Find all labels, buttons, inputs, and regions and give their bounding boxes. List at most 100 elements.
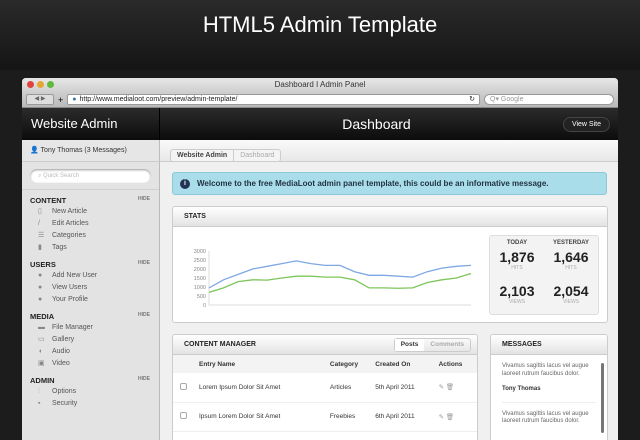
edit-icon[interactable]: ✎ bbox=[438, 384, 445, 392]
sidebar: ⌕ Quick Search CONTENT HIDE ▯ New Article / E… bbox=[22, 162, 160, 440]
search-placeholder: Quick Search bbox=[43, 173, 80, 179]
hide-button[interactable]: HIDE bbox=[138, 376, 150, 382]
sidebar-item[interactable]: ▣ Video bbox=[22, 358, 159, 370]
site-title[interactable]: Website Admin bbox=[22, 108, 160, 140]
breadcrumb-item[interactable]: Website Admin bbox=[171, 150, 235, 161]
users-icon: ● bbox=[38, 284, 43, 291]
entry-name[interactable]: Ipsum Lorem Dolor Sit Amet bbox=[199, 402, 330, 432]
browser-window: Dashboard I Admin Panel ◀ ▶ + ● http://ww… bbox=[22, 78, 618, 440]
col-entry-name[interactable]: Entry Name bbox=[199, 355, 330, 373]
stats-title: STATS bbox=[173, 207, 607, 227]
hits-label: HITS bbox=[565, 265, 577, 271]
url-bar[interactable]: ● http://www.medialoot.com/preview/admin-… bbox=[67, 94, 480, 105]
content-manager-title: CONTENT MANAGER bbox=[184, 341, 256, 348]
sliders-icon: ⫶ bbox=[38, 388, 40, 395]
sidebar-item-label: Gallery bbox=[52, 336, 75, 343]
sidebar-item[interactable]: ▮ Tags bbox=[22, 242, 159, 254]
sidebar-item-label: Security bbox=[52, 400, 78, 407]
hide-button[interactable]: HIDE bbox=[138, 260, 150, 266]
sidebar-item[interactable]: ● Add New User bbox=[22, 270, 159, 282]
sidebar-item-label: Options bbox=[52, 388, 77, 395]
edit-icon[interactable]: ✎ bbox=[438, 413, 445, 421]
table-row bbox=[173, 431, 477, 440]
back-forward-button[interactable]: ◀ ▶ bbox=[26, 94, 54, 105]
sidebar-item[interactable]: ⫶ Options bbox=[22, 386, 159, 398]
views-label: VIEWS bbox=[562, 299, 580, 305]
sidebar-item[interactable]: ▪ Security bbox=[22, 398, 159, 410]
entry-category: Articles bbox=[329, 373, 376, 403]
page-heading: Dashboard bbox=[342, 116, 411, 132]
sidebar-item[interactable]: ▭ Gallery bbox=[22, 334, 159, 346]
y-tick-label: 1000 bbox=[194, 285, 206, 291]
col-created-on[interactable]: Created On bbox=[375, 355, 439, 373]
breadcrumb-item[interactable]: Dashboard bbox=[240, 152, 275, 159]
folder-icon: ▬ bbox=[38, 324, 45, 331]
col-category[interactable]: Category bbox=[329, 355, 376, 373]
browser-title: Dashboard I Admin Panel bbox=[274, 80, 366, 89]
trash-icon[interactable]: 🗑 bbox=[445, 384, 455, 392]
sidebar-item-label: File Manager bbox=[52, 324, 93, 331]
y-tick-label: 2500 bbox=[194, 258, 206, 264]
sidebar-section: USERS HIDE bbox=[22, 260, 159, 270]
add-bookmark-icon[interactable]: + bbox=[58, 94, 64, 105]
sidebar-item-label: New Article bbox=[52, 208, 88, 215]
entry-name[interactable]: Lorem Ipsum Dolor Sit Amet bbox=[199, 373, 330, 403]
y-tick-label: 1500 bbox=[194, 276, 206, 282]
row-checkbox[interactable] bbox=[180, 382, 187, 390]
info-icon: i bbox=[180, 179, 190, 189]
entry-category: Freebies bbox=[329, 402, 376, 432]
entry-date: 6th April 2011 bbox=[375, 402, 439, 432]
search-icon: ⌕ bbox=[38, 173, 44, 179]
info-text: Welcome to the free MediaLoot admin pane… bbox=[197, 179, 549, 188]
sidebar-item[interactable]: ● Your Profile bbox=[22, 294, 159, 306]
sidebar-item[interactable]: ▯ New Article bbox=[22, 206, 159, 218]
section-title: ADMIN bbox=[30, 376, 55, 385]
hide-button[interactable]: HIDE bbox=[138, 196, 150, 202]
message-text: Vivamus sagittis lacus vel augue laoreet… bbox=[502, 363, 589, 377]
zoom-icon[interactable] bbox=[47, 81, 54, 88]
row-checkbox[interactable] bbox=[180, 412, 187, 419]
message-text: Vivamus sagittis lacus vel augue laoreet… bbox=[502, 410, 589, 425]
message-author: Tony Thomas bbox=[502, 378, 596, 403]
close-icon[interactable] bbox=[27, 81, 34, 88]
info-message: i Welcome to the free MediaLoot admin pan… bbox=[172, 172, 607, 195]
tab-posts[interactable]: Posts bbox=[394, 339, 425, 351]
sidebar-item-label: View Users bbox=[52, 284, 88, 291]
browser-search[interactable]: Q▾ Google bbox=[484, 94, 614, 105]
sidebar-item[interactable]: ☰ Categories bbox=[22, 230, 159, 242]
user-info[interactable]: 👤 Tony Thomas (3 Messages) bbox=[22, 140, 160, 161]
pencil-icon: / bbox=[38, 220, 40, 227]
search-placeholder: Google bbox=[500, 96, 524, 103]
today-label: TODAY bbox=[506, 240, 528, 246]
quick-search-input[interactable]: ⌕ Quick Search bbox=[30, 169, 151, 183]
sidebar-item[interactable]: ● View Users bbox=[22, 282, 159, 294]
sidebar-item[interactable]: ◖ Audio bbox=[22, 346, 159, 358]
minimize-icon[interactable] bbox=[37, 81, 44, 88]
sidebar-item[interactable]: / Edit Articles bbox=[22, 218, 159, 230]
view-site-button[interactable]: View Site bbox=[562, 117, 610, 132]
sidebar-section: MEDIA HIDE bbox=[22, 312, 159, 322]
y-tick-label: 2000 bbox=[194, 267, 206, 273]
user-icon: ● bbox=[38, 296, 43, 303]
sidebar-section: ADMIN HIDE bbox=[22, 376, 159, 386]
trash-icon[interactable]: 🗑 bbox=[445, 413, 455, 421]
user-icon: 👤 bbox=[30, 147, 41, 154]
sidebar-item-label: Edit Articles bbox=[52, 220, 89, 227]
section-title: CONTENT bbox=[30, 196, 67, 205]
page-banner: HTML5 Admin Template bbox=[0, 0, 640, 70]
sidebar-item[interactable]: ▬ File Manager bbox=[22, 322, 159, 334]
url-text: http://www.medialoot.com/preview/admin-t… bbox=[79, 95, 238, 103]
bookmark-icon: ▮ bbox=[38, 244, 42, 251]
content-table: Entry Name Category Created On Actions Lore… bbox=[173, 355, 477, 440]
globe-icon: ● bbox=[72, 95, 77, 103]
series-line-0 bbox=[208, 260, 472, 289]
hide-button[interactable]: HIDE bbox=[138, 312, 150, 318]
reload-icon[interactable]: ↻ bbox=[469, 95, 475, 103]
tab-comments[interactable]: Comments bbox=[430, 341, 464, 348]
search-icon: Q▾ bbox=[490, 96, 501, 103]
stats-panel: STATS 3000 2500 2000 1500 1000 500 0 TODAY 1,87… bbox=[172, 206, 608, 323]
views-label: VIEWS bbox=[508, 299, 526, 305]
entry-date: 5th April 2011 bbox=[375, 373, 439, 403]
y-tick-label: 0 bbox=[203, 303, 206, 309]
messages-scrollbar[interactable] bbox=[601, 363, 604, 433]
